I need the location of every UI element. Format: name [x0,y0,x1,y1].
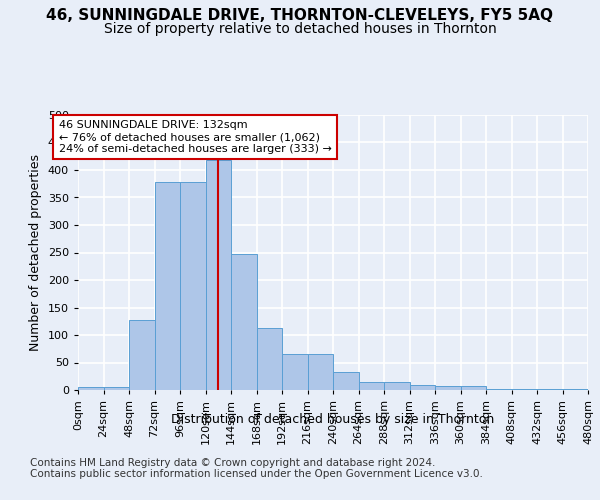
Bar [104,387,129,390]
Text: 46, SUNNINGDALE DRIVE, THORNTON-CLEVELEYS, FY5 5AQ: 46, SUNNINGDALE DRIVE, THORNTON-CLEVELEY… [47,8,554,22]
Bar [359,382,384,390]
Bar [231,254,257,390]
Bar [180,182,205,390]
Bar [461,386,486,390]
Bar [333,372,359,390]
Bar [205,160,231,390]
Bar [129,320,155,390]
Bar [384,382,409,390]
Bar [409,385,435,390]
Bar [282,354,308,390]
Bar [435,386,461,390]
Bar [78,387,104,390]
Bar [257,328,282,390]
Bar [588,387,600,390]
Text: Contains HM Land Registry data © Crown copyright and database right 2024.
Contai: Contains HM Land Registry data © Crown c… [30,458,483,479]
Text: 46 SUNNINGDALE DRIVE: 132sqm
← 76% of detached houses are smaller (1,062)
24% of: 46 SUNNINGDALE DRIVE: 132sqm ← 76% of de… [59,120,331,154]
Text: Size of property relative to detached houses in Thornton: Size of property relative to detached ho… [104,22,496,36]
Bar [155,182,180,390]
Y-axis label: Number of detached properties: Number of detached properties [29,154,42,351]
Text: Distribution of detached houses by size in Thornton: Distribution of detached houses by size … [172,412,494,426]
Bar [308,354,333,390]
